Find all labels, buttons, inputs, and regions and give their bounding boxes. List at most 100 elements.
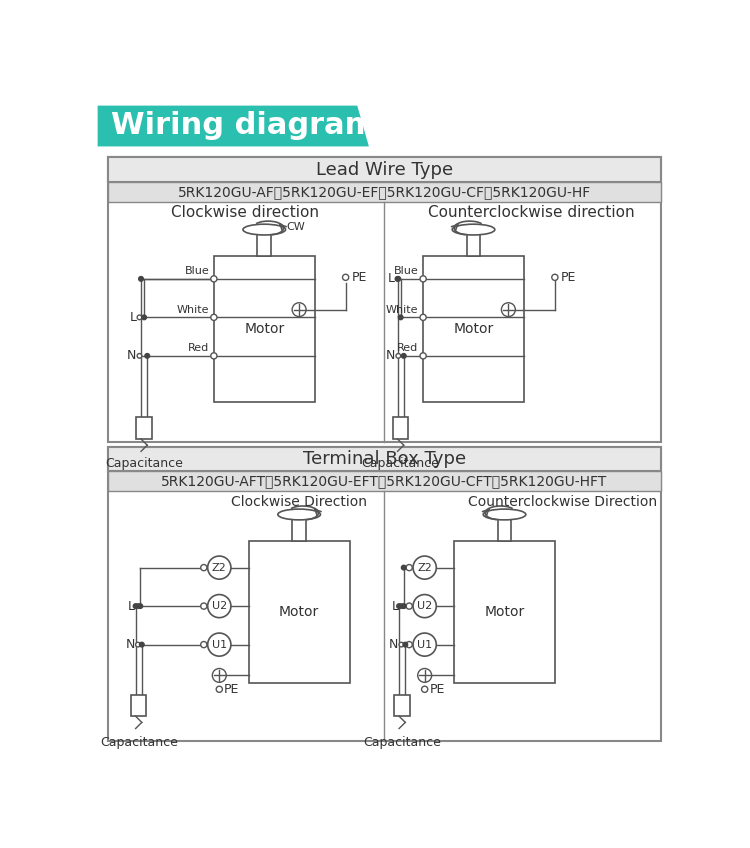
Circle shape [422, 686, 428, 692]
Circle shape [418, 668, 432, 683]
Text: Red: Red [188, 343, 209, 353]
Circle shape [139, 276, 143, 282]
Ellipse shape [452, 224, 495, 235]
Text: Blue: Blue [394, 266, 418, 276]
Circle shape [137, 315, 142, 320]
Circle shape [399, 642, 404, 647]
Text: PE: PE [224, 683, 239, 695]
Bar [423, 256, 524, 402]
Text: Counterclockwise Direction: Counterclockwise Direction [468, 495, 657, 509]
Bar [131, 695, 146, 717]
Bar [108, 157, 661, 181]
Ellipse shape [243, 224, 286, 235]
Circle shape [140, 642, 144, 647]
Circle shape [401, 566, 406, 570]
Circle shape [136, 604, 140, 608]
Circle shape [420, 315, 426, 321]
Circle shape [211, 315, 217, 321]
Circle shape [403, 642, 408, 647]
Text: Capacitance: Capacitance [100, 736, 178, 749]
Text: Wiring diagram: Wiring diagram [111, 111, 376, 140]
Circle shape [134, 604, 138, 608]
Text: Blue: Blue [184, 266, 209, 276]
Text: Motor: Motor [453, 322, 494, 336]
Circle shape [502, 303, 515, 316]
Circle shape [396, 276, 400, 282]
Circle shape [398, 315, 403, 320]
Text: White: White [177, 304, 209, 315]
Bar [393, 417, 409, 439]
Circle shape [138, 604, 142, 608]
Bar [108, 181, 661, 202]
Circle shape [413, 556, 436, 579]
Circle shape [406, 642, 412, 648]
Circle shape [292, 303, 306, 316]
Text: Motor: Motor [244, 322, 284, 336]
Text: 5RK120GU-AF、5RK120GU-EF、5RK120GU-CF、5RK120GU-HF: 5RK120GU-AF、5RK120GU-EF、5RK120GU-CF、5RK1… [178, 185, 591, 198]
Circle shape [552, 274, 558, 281]
Text: N: N [389, 638, 398, 651]
Circle shape [413, 633, 436, 656]
Bar [214, 256, 315, 402]
Text: PE: PE [429, 683, 445, 695]
Bar [394, 695, 410, 717]
Bar [497, 519, 512, 541]
Text: PE: PE [561, 271, 577, 284]
Circle shape [208, 594, 231, 617]
Text: Clockwise Direction: Clockwise Direction [231, 495, 368, 509]
Text: N: N [386, 349, 395, 362]
Text: L: L [128, 600, 135, 612]
Text: U2: U2 [417, 601, 432, 611]
Bar [136, 417, 152, 439]
Bar [292, 519, 306, 541]
Polygon shape [98, 106, 369, 147]
Circle shape [136, 642, 140, 647]
Text: N: N [127, 349, 136, 362]
Text: Counterclockwise direction: Counterclockwise direction [428, 205, 635, 220]
Circle shape [208, 556, 231, 579]
Text: U1: U1 [417, 639, 432, 650]
Circle shape [399, 604, 404, 608]
Text: Clockwise direction: Clockwise direction [171, 205, 319, 220]
Text: Capacitance: Capacitance [105, 457, 183, 470]
Circle shape [396, 354, 400, 358]
Circle shape [208, 633, 231, 656]
Bar [257, 234, 272, 256]
Circle shape [401, 354, 406, 358]
Text: Z2: Z2 [212, 562, 226, 572]
Bar [466, 234, 481, 256]
Text: CW: CW [286, 221, 304, 232]
Text: Capacitance: Capacitance [362, 457, 440, 470]
Circle shape [395, 276, 400, 282]
Circle shape [145, 354, 149, 358]
Text: Motor: Motor [484, 605, 525, 619]
Text: White: White [386, 304, 418, 315]
Circle shape [212, 668, 226, 683]
Text: N: N [125, 638, 135, 651]
Bar [108, 471, 661, 491]
Text: Red: Red [398, 343, 418, 353]
Text: PE: PE [352, 271, 368, 284]
Bar [454, 541, 555, 683]
Circle shape [420, 276, 426, 282]
Circle shape [397, 604, 401, 608]
Circle shape [201, 565, 207, 571]
Bar [249, 541, 350, 683]
Ellipse shape [278, 509, 320, 520]
Circle shape [406, 603, 412, 609]
Text: L: L [388, 272, 395, 286]
Text: Motor: Motor [279, 605, 320, 619]
Text: U2: U2 [211, 601, 227, 611]
Text: L: L [129, 311, 136, 324]
Ellipse shape [483, 509, 526, 520]
Bar [108, 447, 661, 741]
Bar [108, 447, 661, 471]
Text: 5RK120GU-AFT、5RK120GU-EFT、5RK120GU-CFT、5RK120GU-HFT: 5RK120GU-AFT、5RK120GU-EFT、5RK120GU-CFT、5… [161, 474, 608, 488]
Text: Z2: Z2 [417, 562, 432, 572]
Text: Terminal Box Type: Terminal Box Type [303, 450, 466, 468]
Circle shape [420, 353, 426, 359]
Circle shape [211, 353, 217, 359]
Bar [108, 157, 661, 442]
Text: U1: U1 [211, 639, 226, 650]
Text: L: L [392, 600, 398, 612]
